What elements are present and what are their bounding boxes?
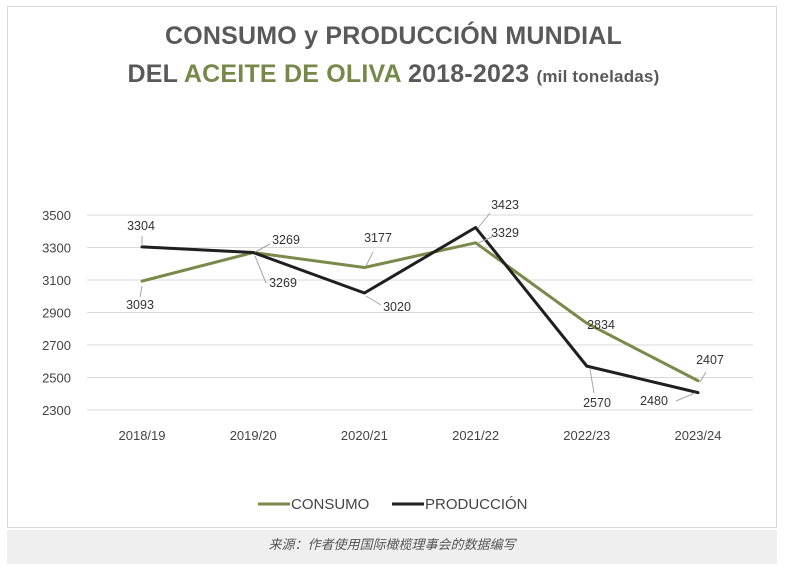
label-leader	[254, 243, 271, 253]
x-tick-label: 2021/22	[452, 428, 499, 443]
label-leader	[589, 368, 595, 394]
data-label: 2480	[640, 394, 668, 408]
title-accent: ACEITE DE OLIVA	[183, 60, 401, 88]
data-label: 3304	[127, 219, 155, 233]
label-leader	[365, 251, 374, 267]
source-footer: 来源：作者使用国际橄榄理事会的数据编写	[7, 530, 777, 564]
data-label: 3177	[364, 231, 392, 245]
y-tick-label: 3500	[42, 208, 71, 223]
data-label: 2570	[583, 396, 611, 410]
y-tick-label: 2500	[42, 371, 71, 386]
label-leader	[675, 392, 696, 402]
x-tick-label: 2019/20	[230, 428, 277, 443]
data-label: 2834	[587, 318, 615, 332]
data-label: 3329	[491, 226, 519, 240]
data-label: 3269	[269, 276, 297, 290]
x-tick-label: 2018/19	[119, 428, 166, 443]
x-axis-ticks: 2018/19 2019/20 2020/21 2021/22 2022/23 2023/…	[119, 428, 722, 443]
chart-title-line2: DEL ACEITE DE OLIVA 2018-2023 (mil tonel…	[0, 60, 787, 89]
title-years: 2018-2023	[400, 60, 537, 88]
series-line-1	[140, 226, 700, 395]
data-label: 3423	[491, 198, 519, 212]
y-tick-label: 3100	[42, 273, 71, 288]
x-tick-label: 2023/24	[675, 428, 722, 443]
data-label: 3093	[126, 298, 154, 312]
x-tick-label: 2020/21	[341, 428, 388, 443]
y-axis-ticks: 2300 2500 2700 2900 3100 3300 3500	[42, 208, 71, 418]
y-tick-label: 3300	[42, 241, 71, 256]
label-leader	[254, 255, 267, 284]
label-leader	[699, 371, 707, 383]
y-tick-label: 2700	[42, 338, 71, 353]
y-tick-label: 2900	[42, 306, 71, 321]
data-label: 3020	[383, 300, 411, 314]
data-label: 2407	[696, 353, 724, 367]
data-labels: 3093 3269 3177 3329 2834 2407 3304 3269 3020 3423…	[126, 198, 724, 410]
chart-title-line1: CONSUMO y PRODUCCIÓN MUNDIAL	[165, 22, 622, 50]
label-leader	[477, 236, 493, 244]
label-leader	[139, 285, 143, 298]
series-lines	[140, 226, 700, 395]
data-label: 3269	[272, 233, 300, 247]
series-line-0	[140, 241, 700, 383]
y-tick-label: 2300	[42, 403, 71, 418]
chart-frame	[7, 6, 777, 528]
legend-label-1: PRODUCCIÓN	[425, 496, 528, 513]
label-leader	[365, 295, 382, 306]
title-prefix: DEL	[127, 60, 184, 88]
legend-label-0: CONSUMO	[291, 496, 369, 513]
grid-lines	[87, 214, 753, 411]
title-unit: (mil toneladas)	[536, 67, 660, 86]
x-tick-label: 2022/23	[563, 428, 610, 443]
label-leader	[477, 212, 491, 229]
legend: CONSUMO PRODUCCIÓN	[258, 496, 528, 513]
